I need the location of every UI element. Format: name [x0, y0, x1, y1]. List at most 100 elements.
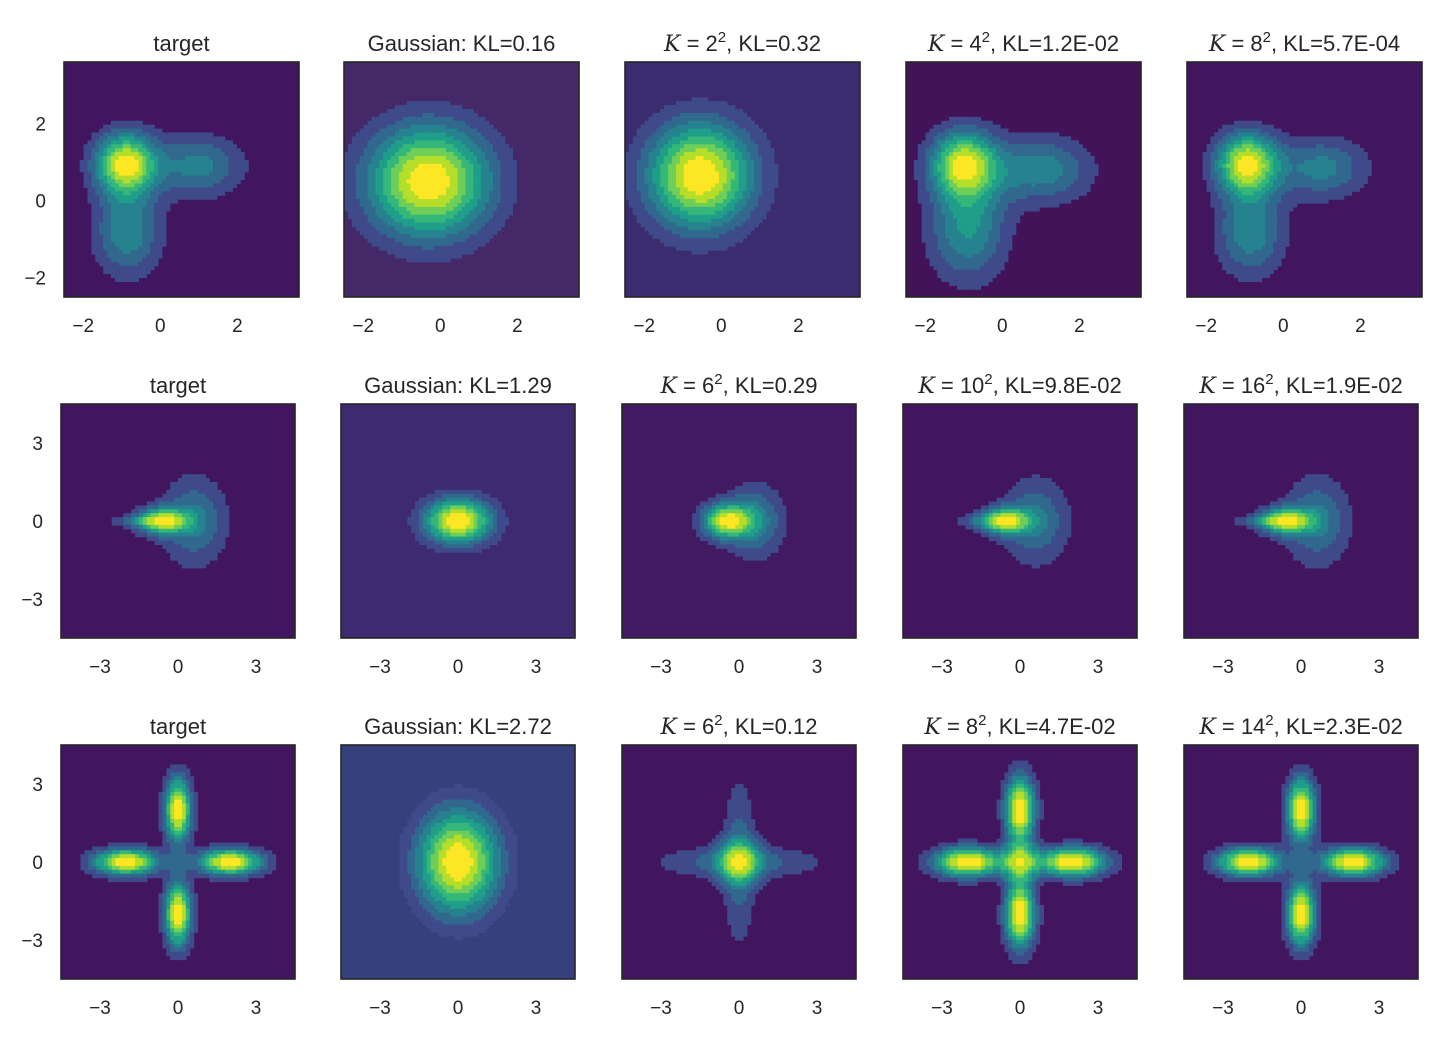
- subplot-title: K = 42, KL=1.2E-02: [927, 29, 1119, 57]
- contour-fill: [913, 116, 1099, 290]
- y-tick-label: −3: [21, 931, 43, 952]
- x-tick-label: 3: [251, 998, 262, 1019]
- x-tick-label: 0: [734, 657, 745, 678]
- subplot-2-2: Gaussian: KL=1.29 −3 0 3: [340, 373, 576, 678]
- x-tick-label: −3: [650, 998, 672, 1019]
- x-tick-label: 0: [1278, 316, 1289, 337]
- x-tick-label: 0: [453, 998, 464, 1019]
- y-tick-label: 0: [32, 512, 43, 533]
- subplot-1-5: K = 82, KL=5.7E-04 −2 0 2: [1186, 29, 1423, 337]
- x-tick-label: 2: [512, 316, 523, 337]
- x-tick-label: 2: [793, 316, 804, 337]
- subplot-title: K = 22, KL=0.32: [663, 29, 821, 57]
- axes-frame: [60, 403, 296, 639]
- x-tick-label: 0: [997, 316, 1008, 337]
- x-tick-label: −2: [352, 316, 374, 337]
- subplot-2-4: K = 102, KL=9.8E-02 −3 0 3: [902, 371, 1138, 678]
- x-tick-label: 3: [531, 998, 542, 1019]
- contour-fill: [918, 760, 1122, 964]
- x-tick-label: 0: [1296, 998, 1307, 1019]
- x-tick-label: −3: [1212, 657, 1234, 678]
- x-tick-label: 0: [435, 316, 446, 337]
- subplot-title: target: [153, 31, 209, 56]
- subplot-2-5: K = 162, KL=1.9E-02 −3 0 3: [1183, 371, 1419, 678]
- axes-frame: [905, 61, 1142, 298]
- x-tick-label: −3: [89, 657, 111, 678]
- contour-fill: [79, 120, 249, 282]
- x-tick-label: −2: [72, 316, 94, 337]
- subplot-1-2: Gaussian: KL=0.16 −2 0 2: [343, 31, 580, 337]
- x-tick-label: 0: [173, 657, 184, 678]
- y-tick-label: 0: [32, 853, 43, 874]
- x-tick-label: 3: [251, 657, 262, 678]
- x-tick-label: −3: [650, 657, 672, 678]
- subplot-title: Gaussian: KL=1.29: [364, 373, 552, 398]
- contour-fill: [1234, 474, 1353, 569]
- axes-frame: [1186, 61, 1423, 298]
- subplot-2-3: K = 62, KL=0.29 −3 0 3: [621, 371, 857, 678]
- x-tick-label: 3: [812, 657, 823, 678]
- subplot-3-2: Gaussian: KL=2.72 −3 0 3: [340, 714, 576, 1019]
- x-tick-label: 0: [1015, 657, 1026, 678]
- x-tick-label: 3: [1374, 998, 1385, 1019]
- subplot-title: target: [150, 373, 206, 398]
- subplot-title: K = 62, KL=0.29: [660, 371, 818, 399]
- axes-frame: [60, 744, 296, 980]
- axes-frame: [624, 61, 861, 298]
- x-tick-label: −3: [369, 998, 391, 1019]
- x-tick-label: 2: [232, 316, 243, 337]
- axes-frame: [1183, 744, 1419, 980]
- subplot-title: target: [150, 714, 206, 739]
- y-tick-label: 2: [35, 115, 46, 136]
- x-tick-label: −3: [931, 998, 953, 1019]
- subplot-title: K = 142, KL=2.3E-02: [1198, 712, 1402, 740]
- subplot-3-5: K = 142, KL=2.3E-02 −3 0 3: [1183, 712, 1419, 1019]
- contour-fill: [80, 764, 277, 961]
- x-tick-label: −2: [914, 316, 936, 337]
- contour-fill: [1202, 120, 1372, 282]
- axes-frame: [621, 744, 857, 980]
- x-tick-label: −3: [369, 657, 391, 678]
- x-tick-label: 0: [1015, 998, 1026, 1019]
- axes-frame: [340, 403, 576, 639]
- subplot-title: K = 82, KL=4.7E-02: [923, 712, 1115, 740]
- x-tick-label: 3: [812, 998, 823, 1019]
- subplot-3-3: K = 62, KL=0.12 −3 0 3: [621, 712, 857, 1019]
- contour-fill: [407, 489, 510, 553]
- x-tick-label: 0: [734, 998, 745, 1019]
- subplot-title: K = 82, KL=5.7E-04: [1208, 29, 1400, 57]
- x-tick-label: −3: [1212, 998, 1234, 1019]
- contour-fill: [344, 101, 517, 263]
- subplot-title: K = 62, KL=0.12: [660, 712, 818, 740]
- subplot-title: K = 162, KL=1.9E-02: [1198, 371, 1402, 399]
- x-tick-label: 2: [1355, 316, 1366, 337]
- x-tick-label: 3: [1374, 657, 1385, 678]
- contour-fill: [625, 97, 779, 255]
- x-tick-label: 0: [173, 998, 184, 1019]
- subplot-title: K = 102, KL=9.8E-02: [917, 371, 1121, 399]
- x-tick-label: 3: [1093, 998, 1104, 1019]
- axes-frame: [902, 403, 1138, 639]
- contour-fill: [1203, 764, 1400, 961]
- y-tick-label: −2: [24, 269, 46, 290]
- subplot-3-4: K = 82, KL=4.7E-02 −3 0 3: [902, 712, 1138, 1019]
- x-tick-label: 0: [716, 316, 727, 337]
- x-tick-label: 2: [1074, 316, 1085, 337]
- subplot-1-1: target −2 0 2 −2 0 2: [24, 31, 300, 337]
- axes-frame: [343, 61, 580, 298]
- x-tick-label: −3: [931, 657, 953, 678]
- subplot-1-3: K = 22, KL=0.32 −2 0 2: [624, 29, 861, 337]
- contour-fill: [399, 784, 518, 941]
- axes-frame: [902, 744, 1138, 980]
- subplot-title: Gaussian: KL=0.16: [368, 31, 556, 56]
- x-tick-label: 0: [453, 657, 464, 678]
- x-tick-label: −3: [89, 998, 111, 1019]
- contour-fill: [661, 784, 818, 941]
- y-tick-label: 3: [32, 775, 43, 796]
- contour-fill: [957, 474, 1072, 569]
- x-tick-label: −2: [1195, 316, 1217, 337]
- axes-frame: [621, 403, 857, 639]
- y-tick-label: 0: [35, 192, 46, 213]
- axes-frame: [63, 61, 300, 298]
